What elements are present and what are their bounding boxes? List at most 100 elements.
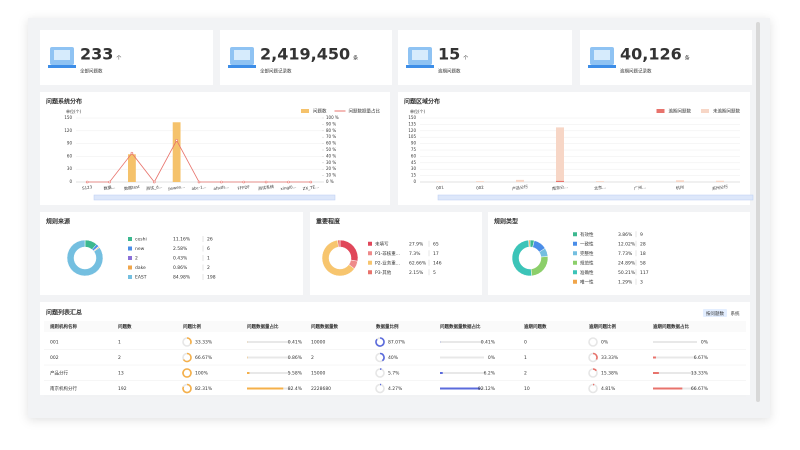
legend-percent: 50.21% <box>618 270 636 276</box>
legend-swatch <box>128 275 132 279</box>
cell: 002 <box>50 355 59 361</box>
x-tick-label: 001 <box>436 184 445 190</box>
y-unit: 单位(个) <box>410 108 426 114</box>
legend-swatch <box>573 270 577 275</box>
legend-label: P2-业务重... <box>375 259 400 266</box>
bar-track <box>653 341 697 343</box>
legend-swatch <box>368 241 372 246</box>
cell: 2 <box>311 355 314 361</box>
cell: 40% <box>388 355 399 361</box>
bar-track <box>653 372 697 374</box>
donut-slice <box>528 239 531 248</box>
column-header: 逾期问题数据占比 <box>653 323 689 330</box>
y-tick-label: 0 <box>69 179 72 184</box>
legend-percent: 24.89% <box>618 260 636 266</box>
kpi-icon-inner <box>234 50 250 60</box>
y-tick-label: 75 <box>411 147 417 152</box>
legend-value: 3 <box>640 279 643 285</box>
cell: 001 <box>50 340 59 346</box>
x-tick-label: 广州... <box>634 183 647 191</box>
bar <box>516 179 524 182</box>
cell: 4.27% <box>388 386 403 392</box>
line-point <box>175 139 178 142</box>
legend-value: 6 <box>207 246 210 252</box>
y-tick-label: 45 <box>411 160 417 165</box>
card <box>40 212 303 295</box>
ring <box>186 337 192 345</box>
column-header: 数据量比例 <box>376 323 399 330</box>
legend-label: 准确性 <box>580 269 594 276</box>
kpi-icon-base <box>588 65 616 68</box>
x-tick-label: S123 <box>82 184 93 190</box>
donut-slice <box>66 239 104 277</box>
kpi-label: 全部问题数 <box>80 68 103 75</box>
y-tick-label: 135 <box>408 121 416 126</box>
cell: 33.33% <box>195 340 213 346</box>
kpi-label: 全部问题记录数 <box>260 68 292 75</box>
cell: 92.12% <box>478 386 496 392</box>
progress-bar <box>653 356 656 359</box>
ring <box>379 352 385 362</box>
x-tick-label: abc-1... <box>191 184 207 191</box>
zoom-slider[interactable] <box>437 194 754 201</box>
legend-swatch <box>573 232 577 237</box>
cell: 66.67% <box>691 386 709 392</box>
y2-tick-label: 0 % <box>326 179 334 184</box>
progress-bar <box>247 387 284 390</box>
legend-value: 65 <box>433 241 439 247</box>
legend-value: 17 <box>433 251 439 257</box>
button-bg[interactable] <box>703 309 727 317</box>
bar <box>127 154 136 182</box>
y2-tick-label: 90 % <box>326 121 336 126</box>
y2-tick-label: 60 % <box>326 141 336 146</box>
y-tick-label: 0 <box>413 179 416 184</box>
legend-swatch <box>368 251 372 256</box>
cell: 15.38% <box>601 371 619 377</box>
y-tick-label: 60 <box>67 153 73 158</box>
kpi-label: 逾期问题记录数 <box>620 68 652 75</box>
kpi-value: 15 <box>438 45 460 64</box>
line-point <box>130 151 134 155</box>
progress-bar <box>247 372 250 374</box>
cell: 13 <box>118 371 124 377</box>
column-header: 问题数据量占比 <box>247 323 279 330</box>
legend-label: 问题数据量占比 <box>349 108 381 115</box>
cell: 6.67% <box>694 355 709 361</box>
legend-percent: 84.98% <box>173 275 191 281</box>
card <box>40 302 750 395</box>
legend-label: 完整性 <box>580 250 594 257</box>
bar-track <box>247 356 291 359</box>
legend-swatch <box>573 251 577 256</box>
bar-track <box>653 356 697 359</box>
legend-percent: 12.02% <box>618 241 636 247</box>
cell: 100% <box>195 371 209 377</box>
legend-swatch <box>573 241 577 246</box>
x-tick-label: 002 <box>476 184 485 190</box>
progress-bar <box>653 372 659 374</box>
y-tick-label: 15 <box>411 173 417 178</box>
legend-label: 一致性 <box>580 240 594 247</box>
legend-value: 117 <box>640 270 649 276</box>
y-tick-label: 90 <box>411 141 417 146</box>
legend-percent: 1.29% <box>618 279 633 285</box>
kpi-unit: 条 <box>353 55 358 62</box>
x-tick-label: 测试系统 <box>258 183 275 191</box>
cell: 192 <box>118 386 127 392</box>
legend-swatch <box>573 260 577 265</box>
cell: 10000 <box>311 340 325 346</box>
legend-label: ceshi <box>135 237 147 243</box>
legend-value: 9 <box>640 232 643 238</box>
ring <box>182 368 192 378</box>
x-tick-label: 数据test <box>124 183 141 191</box>
y2-tick-label: 30 % <box>326 160 336 165</box>
column-header: 问题比例 <box>183 323 201 330</box>
legend-label: 未逾期问题数 <box>713 108 740 115</box>
legend-swatch <box>128 265 132 270</box>
chart-title: 规则来源 <box>46 218 70 226</box>
line-point <box>220 180 223 184</box>
line-point <box>197 180 201 184</box>
bar-track <box>440 356 484 359</box>
zoom-slider[interactable] <box>93 194 336 201</box>
x-tick-label: 测试_d... <box>146 183 163 191</box>
legend-value: 28 <box>640 241 646 247</box>
